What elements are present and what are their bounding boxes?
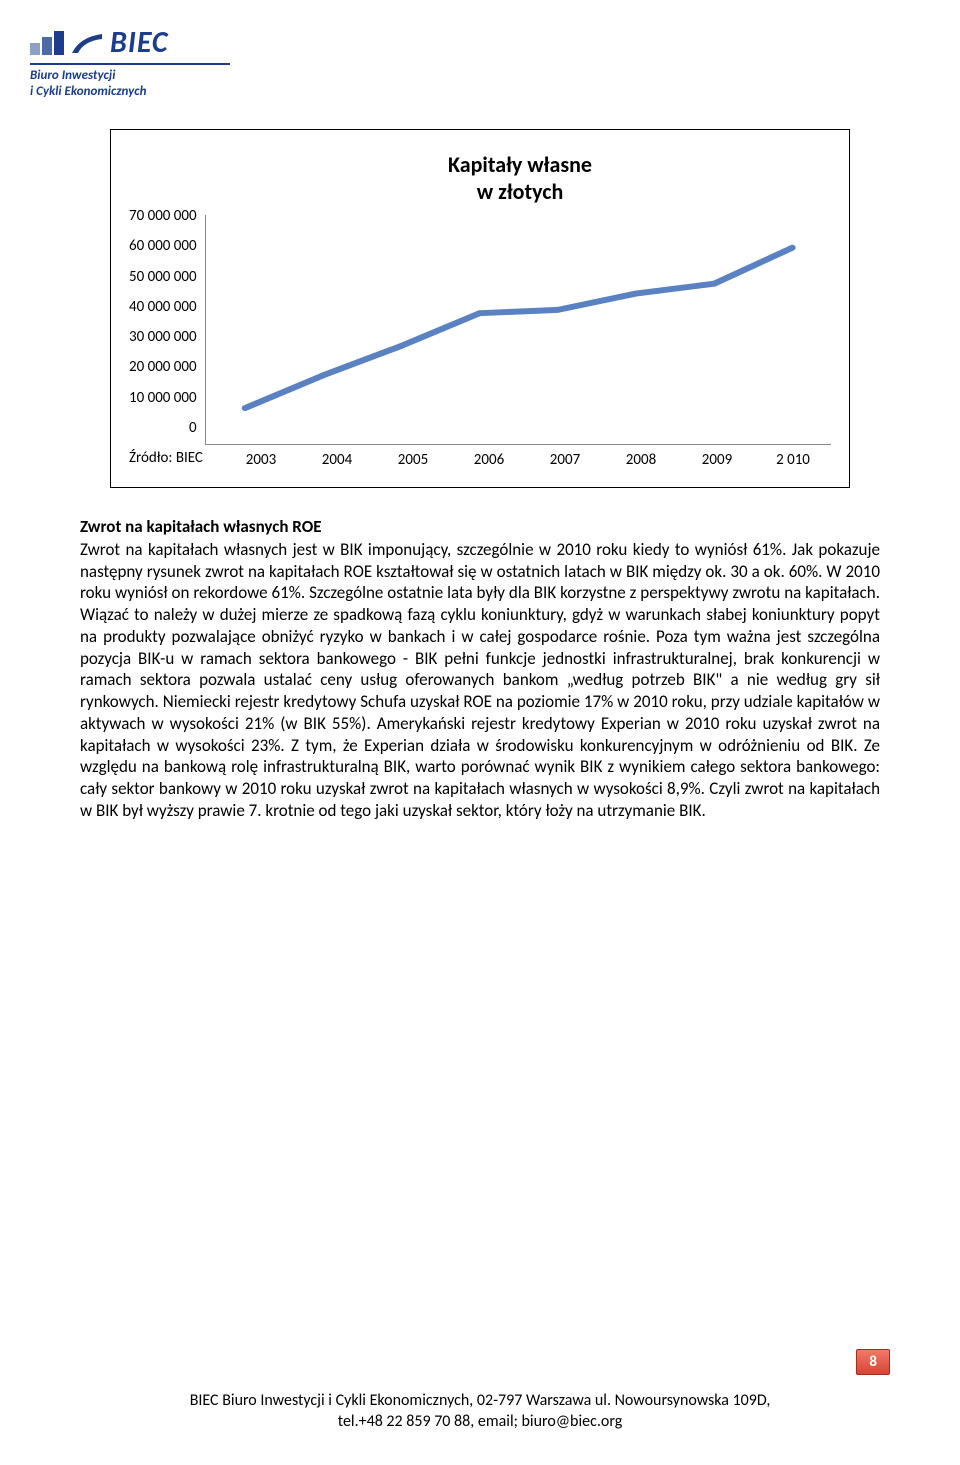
logo-name: BIEC: [110, 24, 169, 61]
chart-title-line1: Kapitały własne: [448, 151, 592, 178]
y-tick-label: 0: [189, 419, 197, 437]
x-tick-label: 2003: [223, 451, 299, 469]
y-tick-label: 70 000 000: [129, 207, 197, 225]
x-tick-label: 2007: [527, 451, 603, 469]
page-number-badge: 8: [856, 1349, 890, 1375]
x-tick-label: 2005: [375, 451, 451, 469]
y-tick-label: 10 000 000: [129, 389, 197, 407]
page-footer: BIEC Biuro Inwestycji i Cykli Ekonomiczn…: [0, 1391, 960, 1433]
chart-source-label: Źródło: BIEC: [129, 449, 223, 467]
footer-line-2: tel.+48 22 859 70 88, email; biuro@biec.…: [0, 1412, 960, 1433]
logo-bars-icon: [30, 31, 64, 55]
logo-subtitle-1: Biuro Inwestycji: [30, 68, 880, 84]
logo-divider: [30, 63, 230, 65]
body-paragraph: Zwrot na kapitałach własnych jest w BIK …: [80, 539, 880, 822]
chart-plot-area: [205, 215, 831, 445]
chart-title: Kapitały własne w złotych: [209, 152, 831, 205]
y-tick-label: 20 000 000: [129, 358, 197, 376]
chart-container: Kapitały własne w złotych 70 000 000 60 0…: [110, 129, 850, 488]
chart-x-axis: 20032004200520062007200820092 010: [223, 451, 831, 469]
y-tick-label: 40 000 000: [129, 298, 197, 316]
x-tick-label: 2006: [451, 451, 527, 469]
y-tick-label: 60 000 000: [129, 237, 197, 255]
y-tick-label: 30 000 000: [129, 328, 197, 346]
logo-header: BIEC Biuro Inwestycji i Cykli Ekonomiczn…: [30, 24, 880, 99]
chart-y-axis: 70 000 000 60 000 000 50 000 000 40 000 000…: [129, 207, 205, 437]
section-heading: Zwrot na kapitałach własnych ROE: [80, 516, 880, 537]
x-tick-label: 2004: [299, 451, 375, 469]
logo-subtitle-2: i Cykli Ekonomicznych: [30, 84, 880, 100]
x-tick-label: 2008: [603, 451, 679, 469]
y-tick-label: 50 000 000: [129, 268, 197, 286]
logo-swoosh-icon: [70, 31, 104, 55]
x-tick-label: 2 010: [755, 451, 831, 469]
footer-line-1: BIEC Biuro Inwestycji i Cykli Ekonomiczn…: [0, 1391, 960, 1412]
x-tick-label: 2009: [679, 451, 755, 469]
chart-title-line2: w złotych: [477, 178, 564, 205]
